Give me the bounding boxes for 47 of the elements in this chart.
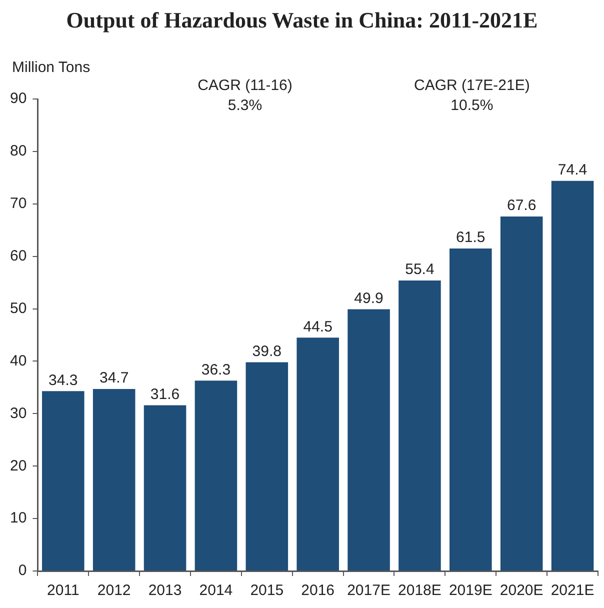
x-tick-label: 2018E: [398, 582, 442, 600]
y-tick-label: 70: [10, 195, 27, 212]
x-tick-label: 2021E: [550, 582, 594, 600]
bar: [348, 309, 390, 570]
y-tick-label: 0: [18, 562, 27, 580]
bar: [500, 216, 543, 570]
bar: [398, 280, 441, 570]
data-label: 61.5: [456, 229, 486, 246]
x-tick-label: 2015: [250, 582, 284, 600]
y-tick-label: 30: [10, 404, 27, 422]
bar: [92, 389, 136, 570]
x-tick-label: 2014: [199, 582, 233, 600]
x-tick-label: 2013: [148, 582, 182, 600]
annotation: CAGR (11-16) 5.3%: [198, 77, 292, 114]
x-tick-label: 2012: [97, 582, 131, 600]
data-label: 34.3: [48, 372, 78, 389]
data-label: 36.3: [201, 361, 231, 378]
x-tick-label: 2017E: [347, 582, 390, 600]
x-tick-label: 2020E: [500, 582, 544, 600]
y-tick-label: 60: [10, 247, 27, 264]
bar: [296, 338, 339, 570]
y-tick-label: 20: [10, 457, 27, 474]
data-label: 74.4: [558, 161, 588, 178]
bar: [194, 380, 238, 570]
data-label: 39.8: [252, 342, 282, 360]
y-tick-label: 90: [10, 90, 27, 108]
y-axis-title: Million Tons: [12, 59, 90, 76]
x-tick-label: 2016: [301, 582, 335, 600]
y-tick-label: 80: [10, 142, 27, 160]
bar: [246, 362, 288, 570]
bar: [42, 391, 84, 570]
data-label: 49.9: [354, 290, 384, 307]
chart-title: Output of Hazardous Waste in China: 2011-2021E: [66, 8, 538, 33]
bar: [551, 180, 594, 570]
bar: [450, 248, 492, 570]
y-tick-label: 40: [10, 352, 27, 370]
data-label: 67.6: [506, 197, 536, 214]
y-tick-label: 10: [10, 510, 27, 527]
data-label: 55.4: [405, 261, 434, 278]
x-tick-label: 2011: [47, 582, 80, 600]
x-tick-label: 2019E: [448, 582, 492, 600]
data-label: 44.5: [303, 318, 332, 336]
data-label: 34.7: [99, 370, 129, 387]
bar: [144, 405, 186, 570]
y-tick-label: 50: [10, 300, 27, 317]
data-label: 31.6: [150, 386, 180, 403]
annotation: CAGR (17E-21E) 10.5%: [414, 77, 530, 114]
